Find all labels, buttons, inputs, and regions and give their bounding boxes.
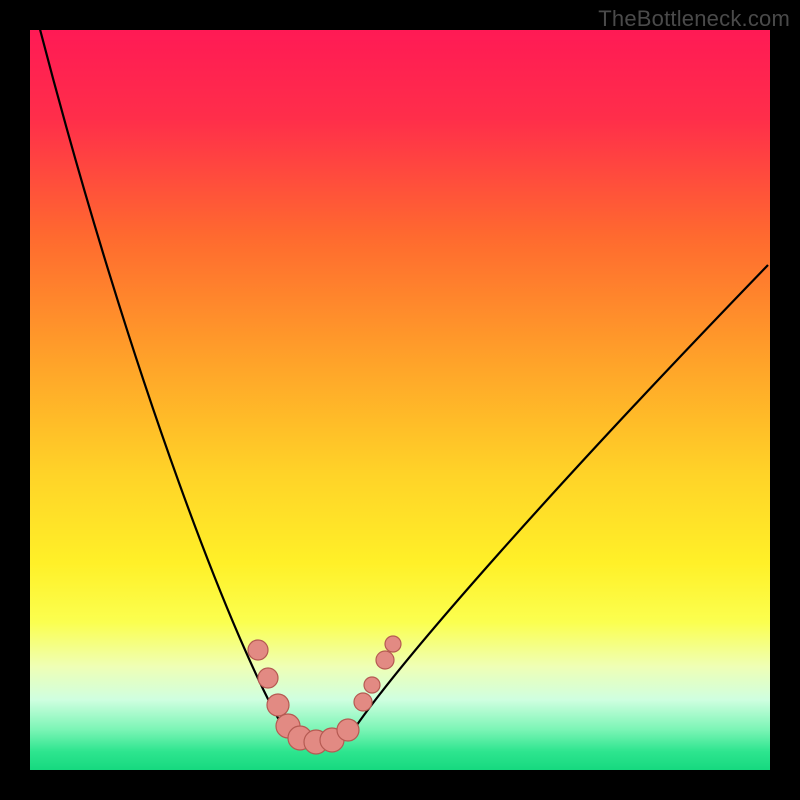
marker-point (337, 719, 359, 741)
marker-point (354, 693, 372, 711)
bottleneck-chart (0, 0, 800, 800)
chart-container: TheBottleneck.com (0, 0, 800, 800)
plot-background (30, 30, 770, 770)
marker-point (267, 694, 289, 716)
watermark-text: TheBottleneck.com (598, 6, 790, 32)
marker-point (258, 668, 278, 688)
marker-point (364, 677, 380, 693)
marker-point (376, 651, 394, 669)
marker-point (248, 640, 268, 660)
marker-point (385, 636, 401, 652)
